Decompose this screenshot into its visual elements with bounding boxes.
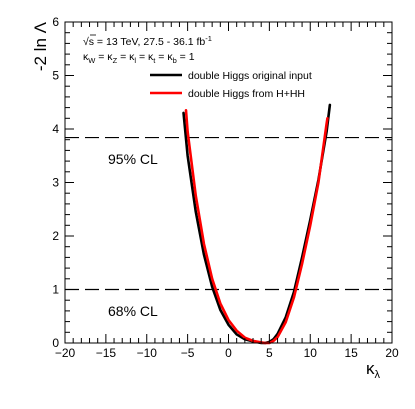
x-tick-label: 10 xyxy=(304,346,318,360)
energy-superscript: -1 xyxy=(205,34,212,43)
cl-label-68: 68% CL xyxy=(108,303,158,319)
x-tick-label: 5 xyxy=(266,346,273,360)
x-tick-label: 0 xyxy=(225,346,232,360)
y-axis-title: -2 ln Λ xyxy=(31,21,50,71)
series-line-from-h-hh xyxy=(184,108,329,345)
legend-label-original-input: double Higgs original input xyxy=(188,70,312,82)
kappa-part: = κ xyxy=(117,51,135,63)
kappa-part: = κ xyxy=(155,51,173,63)
kappa-part: = κ xyxy=(136,51,154,63)
energy-sqrt: √ xyxy=(83,36,89,48)
kappa-part: = 1 xyxy=(177,51,195,63)
energy-annotation: √s = 13 TeV, 27.5 - 36.1 fb-1 xyxy=(83,34,212,48)
y-tick-label: 4 xyxy=(52,122,59,136)
kappa-subscript: W xyxy=(88,56,96,65)
x-tick-label: 15 xyxy=(344,346,358,360)
kappa-part: = κ xyxy=(95,51,113,63)
kappa-part: κ xyxy=(83,51,89,63)
x-tick-label: −20 xyxy=(55,346,76,360)
y-tick-label: 1 xyxy=(52,283,59,297)
x-axis-title-subscript: λ xyxy=(375,369,381,381)
cl-label-95: 95% CL xyxy=(108,151,158,167)
y-tick-label: 5 xyxy=(52,69,59,83)
x-tick-label: −5 xyxy=(181,346,195,360)
x-axis-title: κλ xyxy=(366,359,381,381)
x-tick-label: −10 xyxy=(137,346,158,360)
kappa-subscript: Z xyxy=(113,56,118,65)
reference-lines-layer xyxy=(65,136,392,291)
series-layer xyxy=(182,103,332,345)
legend-label-from-h-hh: double Higgs from H+HH xyxy=(188,88,305,100)
y-tick-label: 0 xyxy=(52,336,59,350)
frame-layer xyxy=(64,21,393,344)
x-tick-label: 20 xyxy=(385,346,399,360)
series-line-original-input xyxy=(182,103,332,345)
kappa-subscript: b xyxy=(173,56,177,65)
kappa-annotation: κW = κZ = κl = κt = κb = 1 xyxy=(83,51,195,65)
y-tick-label: 3 xyxy=(52,176,59,190)
kappa-subscript: l xyxy=(134,56,136,65)
kappa-subscript: t xyxy=(153,56,156,65)
y-tick-label: 2 xyxy=(52,229,59,243)
y-tick-label: 6 xyxy=(52,15,59,29)
energy-text: s = 13 TeV, 27.5 - 36.1 fb xyxy=(89,36,206,48)
x-tick-label: −15 xyxy=(96,346,117,360)
